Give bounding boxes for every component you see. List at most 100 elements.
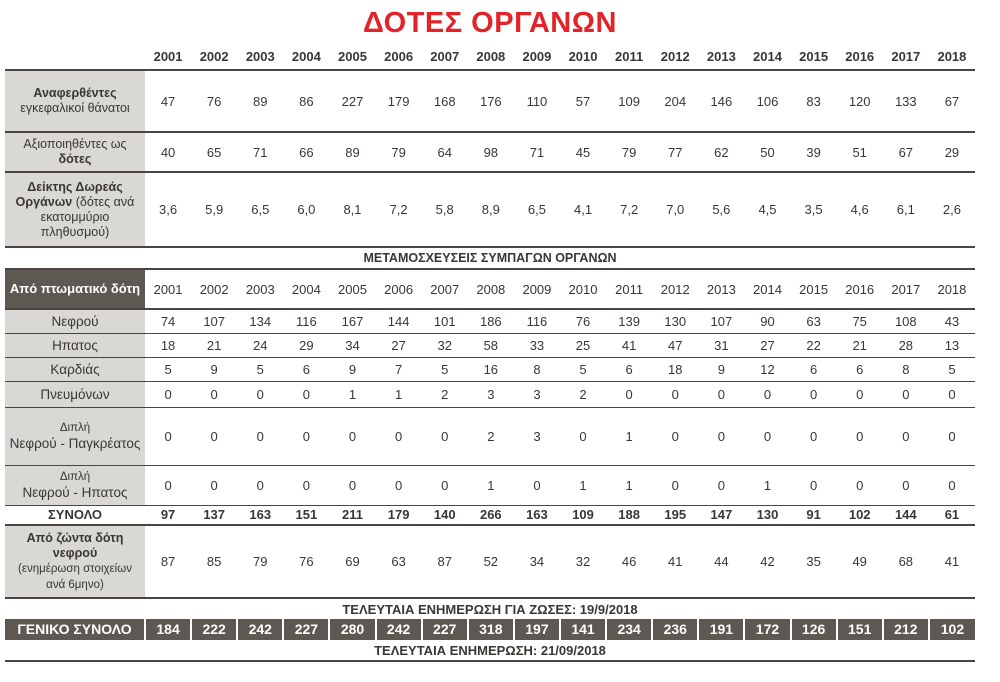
value-2008: 1 (467, 465, 514, 506)
value-2004: 0 (283, 407, 330, 466)
value-2008: 8,9 (467, 172, 514, 248)
value-2011: 0 (606, 381, 653, 408)
value-2002: 85 (191, 525, 238, 599)
value-2010: 76 (559, 309, 607, 334)
row-label: Αναφερθέντες εγκεφαλικοί θάνατοι (5, 70, 145, 133)
donor-row: Αναφερθέντες εγκεφαλικοί θάνατοι 47 76 89 8… (5, 70, 975, 133)
transplant-header: Από πτωματικό δότη (5, 269, 145, 310)
value-2018: 0 (928, 381, 975, 408)
value-2009: 6,5 (513, 172, 560, 248)
value-2007: 101 (421, 309, 468, 334)
value-2004: 0 (283, 465, 330, 506)
year-header: 2002 (191, 44, 238, 71)
value-2015: 126 (789, 619, 837, 640)
value-2014: 42 (744, 525, 791, 599)
value-2010: 25 (559, 333, 607, 358)
value-2010: 1 (559, 465, 607, 506)
value-2004: 151 (283, 505, 330, 526)
value-2011: 139 (606, 309, 653, 334)
donor-row: Αξιοποιηθέντες ως δότες 40 65 71 66 89 79 64 98… (5, 132, 975, 173)
year-header: 2007 (421, 269, 468, 310)
value-2009: 163 (513, 505, 560, 526)
value-2017: 67 (882, 132, 929, 173)
value-2012: 204 (652, 70, 699, 133)
value-2001: 0 (145, 465, 192, 506)
year-header: 2002 (191, 269, 238, 310)
value-2005: 0 (329, 465, 376, 506)
year-header: 2006 (375, 44, 422, 71)
row-label: Αξιοποιηθέντες ως δότες (5, 132, 145, 173)
value-2015: 0 (790, 381, 837, 408)
year-header: 2009 (513, 269, 560, 310)
year-header: 2004 (283, 44, 330, 71)
value-2018: 43 (928, 309, 975, 334)
value-2018: 29 (928, 132, 975, 173)
year-header: 2012 (652, 269, 699, 310)
year-header: 2003 (237, 269, 284, 310)
year-header: 2012 (652, 44, 699, 71)
value-2007: 227 (420, 619, 468, 640)
value-2013: 44 (698, 525, 745, 599)
year-header: 2016 (836, 44, 883, 71)
value-2008: 266 (467, 505, 514, 526)
value-2013: 147 (698, 505, 745, 526)
value-2012: 0 (652, 381, 699, 408)
value-2011: 188 (606, 505, 653, 526)
page-title: ΔΟΤΕΣ ΟΡΓΑΝΩΝ (363, 7, 617, 39)
label-bold: δότες (58, 152, 92, 166)
value-2002: 0 (191, 465, 238, 506)
value-2018: 102 (927, 619, 975, 640)
value-2005: 69 (329, 525, 376, 599)
section-title: ΜΕΤΑΜΟΣΧΕΥΣΕΙΣ ΣΥΜΠΑΓΩΝ ΟΡΓΑΝΩΝ (5, 247, 975, 270)
year-header: 2013 (698, 269, 745, 310)
value-2013: 62 (698, 132, 745, 173)
value-2014: 90 (744, 309, 791, 334)
value-2012: 7,0 (652, 172, 699, 248)
value-2002: 0 (191, 381, 238, 408)
value-2014: 0 (744, 381, 791, 408)
value-2011: 109 (606, 70, 653, 133)
value-2013: 5,6 (698, 172, 745, 248)
total-row: ΣΥΝΟΛΟ 97 137 163 151 211 179 140 266 163 109 188 19… (5, 505, 975, 526)
value-2006: 144 (375, 309, 422, 334)
value-2012: 236 (651, 619, 699, 640)
value-2017: 8 (882, 357, 929, 382)
value-2004: 6,0 (283, 172, 330, 248)
row-label: Πνευμόνων (5, 381, 145, 408)
organ-donors-infographic: ΔΟΤΕΣ ΟΡΓΑΝΩΝ 2001 2002 2003 2004 2005 2006 20… (5, 0, 975, 662)
label-text: Καρδιάς (50, 361, 100, 377)
value-2007: 168 (421, 70, 468, 133)
value-2012: 0 (652, 407, 699, 466)
value-2014: 50 (744, 132, 791, 173)
value-2018: 0 (928, 407, 975, 466)
value-2012: 47 (652, 333, 699, 358)
value-2002: 21 (191, 333, 238, 358)
year-header: 2016 (836, 269, 883, 310)
value-2012: 0 (652, 465, 699, 506)
year-header: 2005 (329, 44, 376, 71)
value-2003: 134 (237, 309, 284, 334)
value-2010: 109 (559, 505, 607, 526)
value-2009: 0 (513, 465, 560, 506)
value-2002: 5,9 (191, 172, 238, 248)
value-2002: 0 (191, 407, 238, 466)
value-2007: 140 (421, 505, 468, 526)
value-2011: 6 (606, 357, 653, 382)
label-text: Ηπατος (52, 337, 98, 353)
year-header: 2018 (928, 44, 975, 71)
value-2006: 63 (375, 525, 422, 599)
value-2005: 34 (329, 333, 376, 358)
value-2014: 172 (743, 619, 791, 640)
value-2003: 0 (237, 407, 284, 466)
value-2010: 57 (559, 70, 607, 133)
value-2008: 16 (467, 357, 514, 382)
value-2018: 0 (928, 465, 975, 506)
year-header: 2008 (467, 269, 514, 310)
value-2010: 32 (559, 525, 607, 599)
label-bold: Από ζώντα δότη νεφρού (26, 530, 124, 560)
value-2003: 163 (237, 505, 284, 526)
value-2011: 1 (606, 407, 653, 466)
value-2016: 21 (836, 333, 883, 358)
value-2005: 167 (329, 309, 376, 334)
